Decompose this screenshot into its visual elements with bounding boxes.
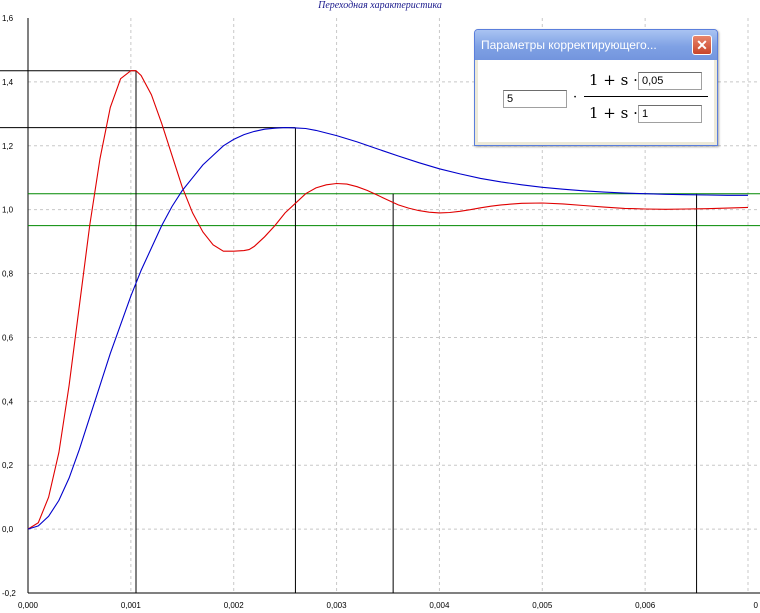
close-icon[interactable]: ✕ [692, 35, 712, 55]
y-tick-label: -0,2 [2, 589, 16, 598]
gain-input[interactable]: 5 [503, 90, 567, 108]
y-tick-label: 0,4 [2, 397, 14, 406]
y-tick-label: 0,2 [2, 461, 14, 470]
y-tick-label: 0,8 [2, 270, 14, 279]
series-lines [27, 70, 749, 530]
x-tick-label: 0,001 [121, 601, 142, 610]
grid [28, 18, 760, 593]
chart-title: Переходная характеристика [318, 0, 442, 11]
x-tick-label: 0,000 [18, 601, 39, 610]
y-tick-label: 1,2 [2, 142, 14, 151]
corrector-params-dialog[interactable]: Параметры корректирующего... ✕ 5 · 1 + s… [474, 29, 718, 146]
y-tick-label: 1,4 [2, 78, 14, 87]
denominator-coeff-input[interactable]: 1 [638, 105, 702, 123]
tick-labels: 0,000 0,001 0,002 0,003 0,004 0,005 0,006 0 -0,2… [2, 14, 759, 610]
multiply-sign: · [573, 90, 578, 105]
y-tick-label: 0,6 [2, 333, 14, 342]
denominator-expression: 1 + s · [589, 104, 638, 122]
y-tick-label: 1,0 [2, 206, 14, 215]
series-blue-line [27, 127, 748, 530]
fraction-line [584, 96, 708, 97]
reference-lines [0, 70, 760, 593]
x-tick-label: 0,003 [327, 601, 348, 610]
dialog-titlebar[interactable]: Параметры корректирующего... ✕ [475, 30, 717, 60]
x-tick-label: 0,004 [429, 601, 450, 610]
dialog-body: 5 · 1 + s · 0,05 1 + s · 1 [478, 60, 714, 142]
x-tick-label: 0,006 [635, 601, 656, 610]
x-tick-label: 0,005 [532, 601, 553, 610]
y-tick-label: 1,6 [2, 14, 14, 23]
dialog-title: Параметры корректирующего... [481, 38, 657, 52]
x-tick-label: 0 [754, 601, 759, 610]
numerator-expression: 1 + s · [589, 71, 638, 89]
x-tick-label: 0,002 [224, 601, 245, 610]
numerator-coeff-input[interactable]: 0,05 [638, 72, 702, 90]
y-tick-label: 0,0 [2, 525, 14, 534]
axes [27, 18, 760, 594]
series-red-line [27, 70, 749, 530]
